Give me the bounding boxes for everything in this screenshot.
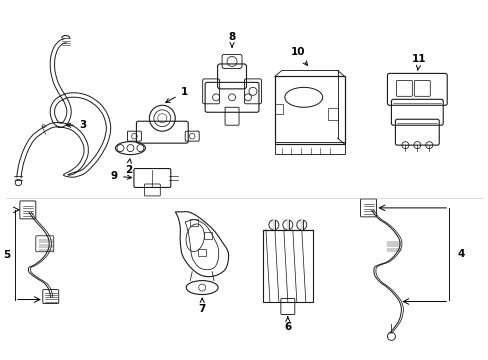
Text: 1: 1	[165, 87, 187, 103]
Bar	[327, 108, 337, 120]
Text: 8: 8	[228, 32, 235, 47]
Text: 9: 9	[111, 171, 131, 181]
Text: 11: 11	[411, 54, 426, 70]
Bar	[274, 142, 344, 154]
Bar	[274, 104, 282, 114]
Bar	[198, 249, 206, 256]
Text: 7: 7	[198, 298, 205, 315]
Text: 6: 6	[284, 317, 291, 332]
Text: 10: 10	[290, 48, 307, 65]
Text: 4: 4	[457, 249, 464, 259]
Bar	[190, 219, 198, 226]
Text: 5: 5	[3, 250, 11, 260]
Text: 2: 2	[124, 159, 132, 175]
Bar	[203, 232, 212, 239]
Bar	[263, 230, 312, 302]
Bar	[274, 76, 344, 144]
Text: 3: 3	[66, 120, 86, 130]
